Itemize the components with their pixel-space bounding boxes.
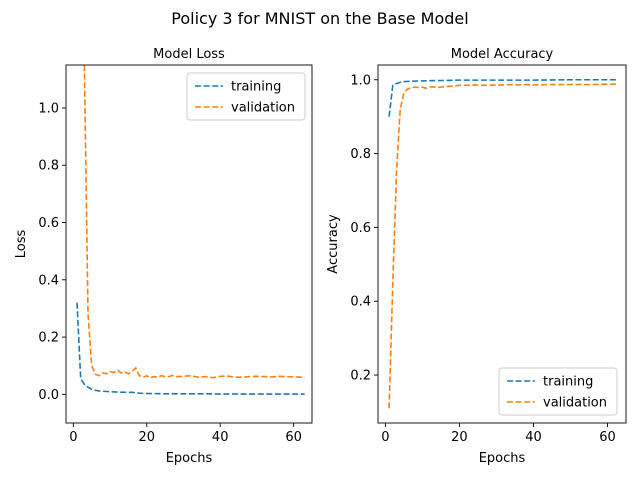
legend-box — [498, 367, 618, 416]
legend-label-training: training — [231, 80, 281, 95]
y-tick-label: 0.2 — [350, 369, 371, 384]
chart-title: Model Accuracy — [451, 47, 554, 62]
x-tick-label: 40 — [525, 430, 542, 445]
legend: training validation — [498, 367, 618, 416]
y-tick-label: 0.0 — [38, 388, 59, 403]
loss-chart: 0 20 40 60 0.0 0.2 0.4 0.6 0.8 1.0 Model Loss Epoch… — [14, 47, 313, 466]
y-axis-label: Loss — [14, 230, 29, 259]
y-tick-label: 0.6 — [38, 216, 59, 231]
y-tick-label: 1.0 — [350, 73, 371, 88]
series-line-training — [76, 302, 305, 395]
y-tick-label: 0.2 — [38, 331, 59, 346]
x-tick-label: 20 — [451, 430, 468, 445]
x-tick-label: 0 — [381, 430, 389, 445]
legend-label-training: training — [543, 375, 593, 390]
series-line-validation — [388, 83, 619, 409]
accuracy-chart: 0 20 40 60 0.2 0.4 0.6 0.8 1.0 Model Accuracy Epoc… — [326, 47, 627, 466]
y-tick-label: 0.4 — [350, 295, 371, 310]
series-line-training — [388, 78, 619, 117]
y-tick-label: 1.0 — [38, 101, 59, 116]
figure-title: Policy 3 for MNIST on the Base Model — [171, 9, 468, 28]
legend: training validation — [186, 72, 306, 121]
plot-frame — [377, 64, 627, 424]
y-tick-label: 0.6 — [350, 221, 371, 236]
x-tick-label: 40 — [212, 430, 229, 445]
x-tick-label: 20 — [139, 430, 156, 445]
chart-title: Model Loss — [153, 47, 225, 62]
legend-label-validation: validation — [231, 101, 295, 116]
y-tick-label: 0.4 — [38, 273, 59, 288]
x-axis-label: Epochs — [479, 451, 526, 466]
y-tick-label: 0.8 — [350, 147, 371, 162]
y-tick-label: 0.8 — [38, 159, 59, 174]
legend-label-validation: validation — [543, 396, 607, 411]
plot-frame — [65, 64, 313, 424]
series-line-validation — [83, 65, 305, 379]
x-tick-label: 60 — [599, 430, 616, 445]
x-axis-label: Epochs — [166, 451, 213, 466]
x-tick-label: 0 — [69, 430, 77, 445]
x-tick-label: 60 — [285, 430, 302, 445]
y-axis-label: Accuracy — [326, 214, 341, 274]
legend-box — [186, 72, 306, 121]
